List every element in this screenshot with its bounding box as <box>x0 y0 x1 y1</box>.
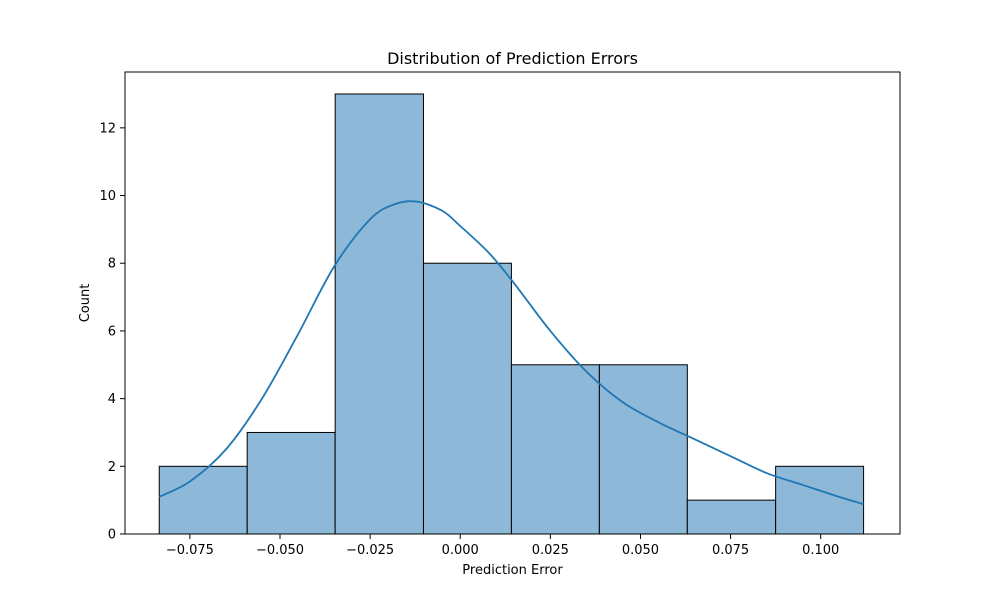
x-axis-label: Prediction Error <box>462 563 563 578</box>
histogram-bar <box>158 465 248 535</box>
histogram-bar <box>686 499 777 535</box>
x-tick-label: 0.075 <box>712 543 749 558</box>
y-axis-ticks: 0 2 4 6 8 10 12 <box>99 121 125 543</box>
histogram-bar <box>246 431 336 535</box>
y-tick-label: 6 <box>108 324 116 339</box>
y-tick-label: 12 <box>99 121 116 136</box>
x-tick-label: 0.000 <box>442 543 479 558</box>
y-axis-label: Count <box>78 284 93 323</box>
y-tick-label: 2 <box>108 460 116 475</box>
histogram-bar <box>598 364 688 535</box>
plot-frame <box>124 71 901 535</box>
chart-title: Distribution of Prediction Errors <box>387 49 638 68</box>
bars-group <box>158 93 865 535</box>
histogram-bar <box>510 364 600 535</box>
y-tick-label: 4 <box>108 392 116 407</box>
x-axis-ticks: −0.075 −0.050 −0.025 0.000 0.025 0.050 0.075 0.… <box>166 534 839 558</box>
kde-group <box>158 200 864 506</box>
x-tick-label: −0.025 <box>346 543 394 558</box>
kde-curve <box>158 200 864 506</box>
y-tick-label: 0 <box>108 528 116 543</box>
y-tick-label: 8 <box>108 257 116 272</box>
x-tick-label: 0.100 <box>802 543 839 558</box>
histogram-bar <box>334 93 424 535</box>
y-tick-label: 10 <box>99 189 116 204</box>
x-tick-label: 0.050 <box>622 543 659 558</box>
histogram-bar <box>422 262 512 535</box>
x-tick-label: −0.075 <box>166 543 214 558</box>
x-tick-label: −0.050 <box>256 543 304 558</box>
x-tick-label: 0.025 <box>532 543 569 558</box>
